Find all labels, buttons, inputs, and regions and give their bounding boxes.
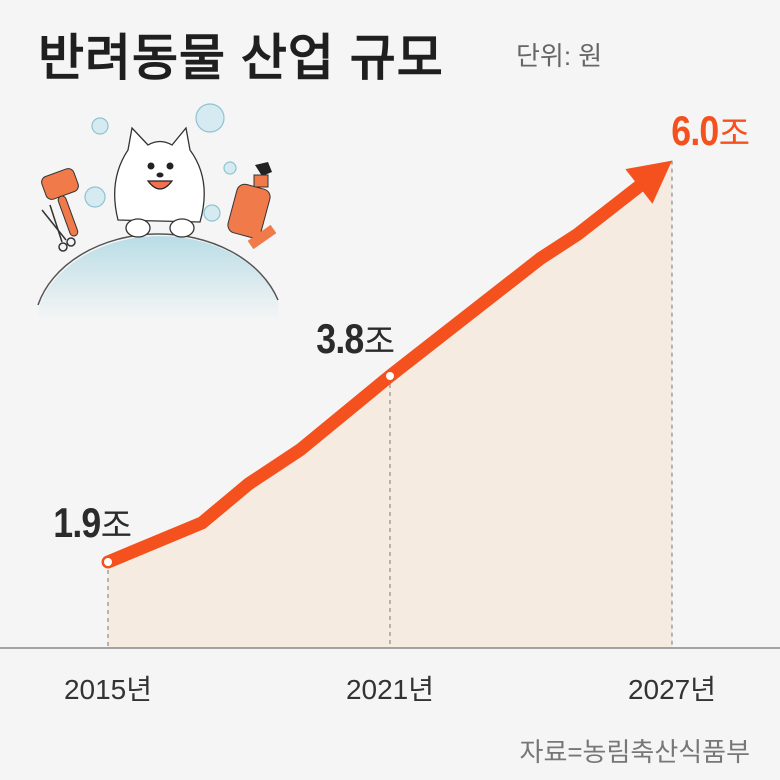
series-line xyxy=(101,172,655,569)
data-point-2015 xyxy=(104,558,112,566)
data-label-value: 1.9 xyxy=(53,499,102,546)
scissors-icon xyxy=(41,204,76,252)
data-label-value: 3.8 xyxy=(316,315,365,362)
data-label-unit: 조 xyxy=(718,115,750,153)
spray-bottle-icon xyxy=(227,162,272,239)
page-title: 반려동물 산업 규모 xyxy=(38,30,444,86)
data-label-unit: 조 xyxy=(100,507,132,545)
x-tick-label: 2015년 xyxy=(63,674,153,705)
x-tick-label: 2021년 xyxy=(345,674,435,705)
dog-icon xyxy=(114,126,205,238)
data-label-2015: 1.9조 xyxy=(45,498,132,547)
bubble-icon xyxy=(84,103,237,222)
comb-icon xyxy=(247,224,277,250)
x-tick-label: 2027년 xyxy=(627,674,717,705)
area-fill xyxy=(108,160,672,649)
unit-label: 단위: 원 xyxy=(516,41,603,71)
arrow-head-icon xyxy=(625,160,672,204)
source-note: 자료=농림축산식품부 xyxy=(519,737,750,767)
data-label-value: 6.0 xyxy=(671,107,720,154)
data-label-2027: 6.0조 xyxy=(663,106,750,155)
data-label-unit: 조 xyxy=(363,323,395,361)
data-label-2021: 3.8조 xyxy=(308,314,395,363)
data-point-2021 xyxy=(386,371,394,380)
bathtub-icon xyxy=(37,233,279,320)
brush-icon xyxy=(41,168,79,237)
